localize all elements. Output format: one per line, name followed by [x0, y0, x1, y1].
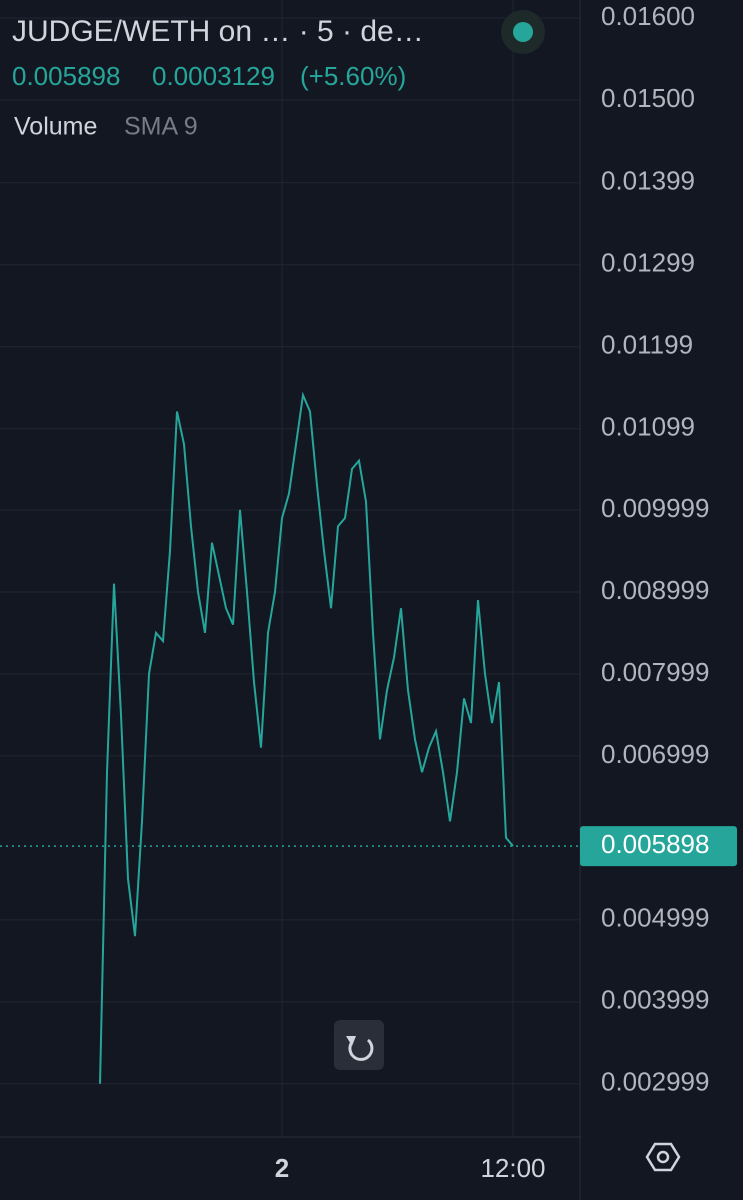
y-tick-label: 0.01399 [601, 166, 695, 196]
settings-button[interactable] [645, 1142, 681, 1172]
x-tick-label: 12:00 [480, 1153, 545, 1183]
y-tick-label: 0.004999 [601, 903, 709, 933]
grid [0, 0, 580, 1137]
y-tick-label: 0.007999 [601, 657, 709, 687]
last-price-badge [580, 826, 737, 867]
y-tick-label: 0.01500 [601, 83, 695, 113]
chart-title: JUDGE/WETH on … · 5 · de… [12, 15, 424, 48]
status-dot [513, 22, 533, 42]
y-tick-label: 0.009999 [601, 493, 709, 523]
y-tick-label: 0.01199 [601, 330, 693, 360]
last-price: 0.005898 [12, 61, 120, 91]
price-change: 0.0003129 [152, 61, 275, 91]
y-tick-label: 0.01600 [601, 1, 695, 31]
volume-label: Volume [14, 113, 97, 141]
plot [99, 391, 514, 1084]
price-line [99, 391, 514, 1084]
reset-button[interactable] [334, 1020, 384, 1070]
y-tick-label: 0.003999 [601, 985, 709, 1015]
y-tick-label: 0.01299 [601, 248, 695, 278]
y-tick-label: 0.002999 [601, 1067, 709, 1097]
x-tick-label: 2 [275, 1153, 289, 1183]
last-price-label: 0.005898 [601, 829, 709, 859]
sma-label: SMA 9 [124, 113, 198, 141]
y-tick-label: 0.01099 [601, 412, 695, 442]
price-change-percent: (+5.60%) [300, 61, 406, 91]
y-tick-label: 0.006999 [601, 739, 709, 769]
y-tick-label: 0.008999 [601, 575, 709, 605]
